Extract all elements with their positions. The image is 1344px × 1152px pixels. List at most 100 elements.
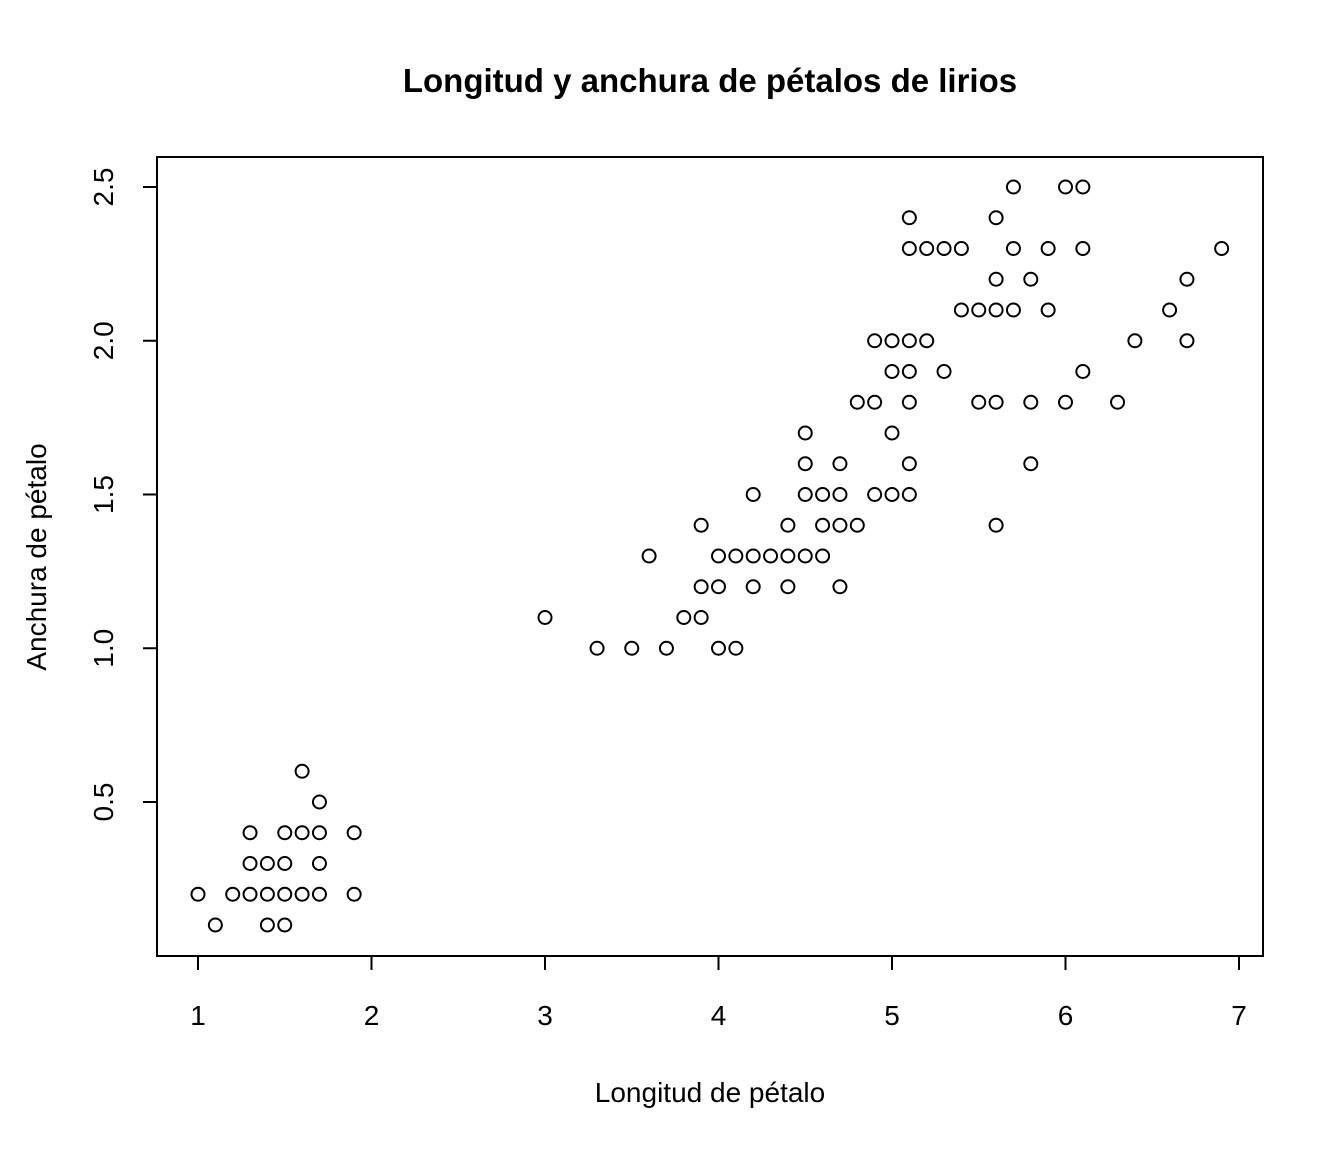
data-point bbox=[311, 794, 327, 810]
data-point bbox=[1214, 241, 1230, 256]
data-point bbox=[901, 487, 917, 502]
y-tick-label: 2.5 bbox=[88, 168, 119, 207]
plot-frame bbox=[156, 156, 1264, 957]
data-point bbox=[294, 886, 310, 902]
data-point bbox=[901, 210, 917, 226]
data-point bbox=[1005, 302, 1021, 318]
data-point bbox=[901, 364, 917, 379]
y-tick-label: 1.5 bbox=[88, 475, 119, 514]
data-point bbox=[711, 579, 726, 595]
data-point bbox=[936, 364, 952, 379]
data-point bbox=[780, 548, 796, 564]
data-point bbox=[780, 579, 796, 595]
data-point bbox=[277, 886, 293, 902]
data-point bbox=[797, 456, 813, 472]
data-point bbox=[1023, 271, 1039, 287]
data-point bbox=[745, 487, 761, 502]
data-point bbox=[1040, 241, 1056, 256]
x-axis: 1 2 3 4 5 6 7 bbox=[190, 955, 1247, 1031]
data-point bbox=[242, 856, 258, 871]
x-tick-label: 7 bbox=[1231, 1000, 1247, 1031]
data-point bbox=[953, 241, 969, 256]
data-point bbox=[537, 610, 553, 625]
data-point bbox=[780, 517, 796, 533]
data-point bbox=[190, 886, 206, 902]
data-point bbox=[693, 517, 709, 533]
x-tick-label: 6 bbox=[1058, 1000, 1074, 1031]
data-point bbox=[242, 886, 258, 902]
x-tick-label: 3 bbox=[537, 1000, 553, 1031]
y-tick-label: 0.5 bbox=[88, 783, 119, 822]
data-point bbox=[988, 517, 1004, 533]
data-point bbox=[1075, 364, 1091, 379]
data-point bbox=[311, 856, 327, 871]
data-point bbox=[259, 856, 275, 871]
data-point bbox=[901, 394, 917, 410]
data-point bbox=[832, 579, 848, 595]
data-point bbox=[797, 548, 813, 564]
data-point bbox=[745, 548, 761, 564]
data-point bbox=[884, 364, 900, 379]
data-point bbox=[693, 610, 709, 625]
data-point bbox=[953, 302, 969, 318]
data-point bbox=[277, 856, 293, 871]
data-point bbox=[988, 394, 1004, 410]
data-point bbox=[971, 394, 987, 410]
data-point bbox=[936, 241, 952, 256]
data-point bbox=[1023, 394, 1039, 410]
data-point bbox=[277, 917, 293, 933]
x-tick-label: 1 bbox=[190, 1000, 206, 1031]
y-tick-label: 1.0 bbox=[88, 629, 119, 668]
x-axis-label: Longitud de pétalo bbox=[595, 1077, 825, 1108]
data-point bbox=[988, 271, 1004, 287]
data-point bbox=[884, 487, 900, 502]
y-axis-label: Anchura de pétalo bbox=[21, 443, 52, 670]
data-point bbox=[624, 640, 640, 656]
data-point bbox=[849, 517, 865, 533]
data-point bbox=[832, 487, 848, 502]
data-point bbox=[1179, 271, 1195, 287]
data-point bbox=[589, 640, 605, 656]
data-point bbox=[641, 548, 657, 564]
data-point bbox=[259, 917, 275, 933]
data-point bbox=[867, 394, 883, 410]
data-point bbox=[832, 456, 848, 472]
data-point bbox=[1162, 302, 1178, 318]
data-point bbox=[1127, 333, 1143, 349]
x-tick-label: 5 bbox=[884, 1000, 900, 1031]
data-point bbox=[1058, 179, 1073, 195]
data-point bbox=[294, 825, 310, 841]
y-tick-label: 2.0 bbox=[88, 321, 119, 360]
data-point bbox=[901, 333, 917, 349]
data-point bbox=[711, 548, 726, 564]
data-point bbox=[311, 886, 327, 902]
data-point bbox=[728, 640, 744, 656]
data-point bbox=[225, 886, 241, 902]
x-tick-label: 2 bbox=[364, 1000, 380, 1031]
data-point bbox=[901, 456, 917, 472]
chart-title: Longitud y anchura de pétalos de lirios bbox=[403, 62, 1017, 99]
data-point bbox=[884, 333, 900, 349]
data-point bbox=[346, 886, 362, 902]
data-point bbox=[676, 610, 692, 625]
data-point bbox=[867, 333, 883, 349]
data-point bbox=[832, 517, 848, 533]
data-point bbox=[763, 548, 779, 564]
data-point bbox=[1023, 456, 1039, 472]
data-point bbox=[1075, 179, 1091, 195]
data-point bbox=[1005, 179, 1021, 195]
data-point bbox=[693, 579, 709, 595]
data-point bbox=[919, 241, 935, 256]
data-point bbox=[1110, 394, 1126, 410]
data-point bbox=[728, 548, 744, 564]
data-point bbox=[1179, 333, 1195, 349]
data-point bbox=[1075, 241, 1091, 256]
data-point bbox=[207, 917, 223, 933]
x-tick-label: 4 bbox=[711, 1000, 727, 1031]
data-point bbox=[797, 487, 813, 502]
data-point bbox=[988, 302, 1004, 318]
data-point bbox=[745, 579, 761, 595]
data-point bbox=[346, 825, 362, 841]
data-point bbox=[242, 825, 258, 841]
data-point bbox=[971, 302, 987, 318]
